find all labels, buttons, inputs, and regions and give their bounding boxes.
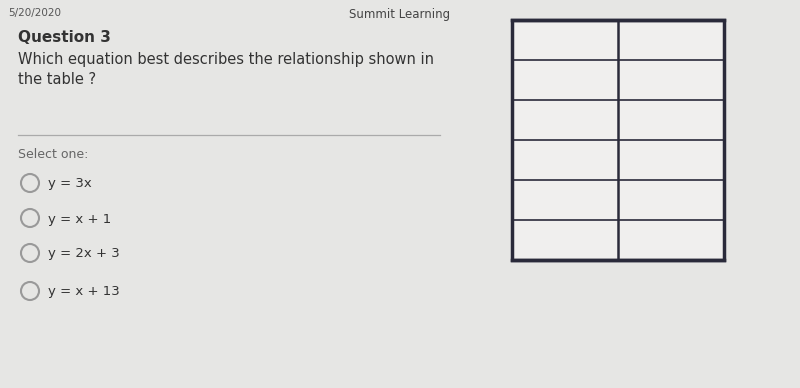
Text: 3: 3 <box>666 111 676 129</box>
Text: -1: -1 <box>662 71 679 89</box>
Text: y: y <box>665 31 677 49</box>
Text: Which equation best describes the relationship shown in: Which equation best describes the relati… <box>18 52 434 67</box>
Text: y = 2x + 3: y = 2x + 3 <box>48 248 120 260</box>
Text: y = x + 13: y = x + 13 <box>48 286 120 298</box>
Text: Summit Learning: Summit Learning <box>350 8 450 21</box>
Text: y = 3x: y = 3x <box>48 177 92 191</box>
Text: Question 3: Question 3 <box>18 30 111 45</box>
Text: y = x + 1: y = x + 1 <box>48 213 111 225</box>
Text: 9: 9 <box>666 151 676 169</box>
Text: 10: 10 <box>554 231 575 249</box>
Text: 13: 13 <box>660 191 682 209</box>
Bar <box>512 20 724 260</box>
Text: 23: 23 <box>660 231 682 249</box>
Text: -2: -2 <box>557 71 574 89</box>
Text: 3: 3 <box>560 151 570 169</box>
Text: x: x <box>559 31 571 49</box>
Text: 5: 5 <box>560 191 570 209</box>
Text: Select one:: Select one: <box>18 148 88 161</box>
Text: 0: 0 <box>560 111 570 129</box>
Text: 5/20/2020: 5/20/2020 <box>8 8 61 18</box>
Text: the table ?: the table ? <box>18 72 96 87</box>
